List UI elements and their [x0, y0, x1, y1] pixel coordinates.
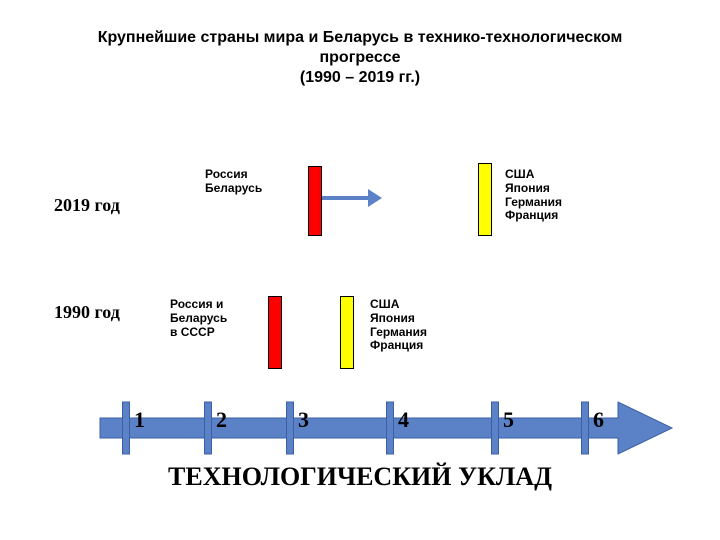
axis-tick-3: 3: [298, 407, 309, 433]
axis-tick-5: 5: [503, 407, 514, 433]
axis-tick-4: 4: [398, 407, 409, 433]
axis-caption: ТЕХНОЛОГИЧЕСКИЙ УКЛАД: [0, 462, 720, 492]
axis-tick-6: 6: [593, 407, 604, 433]
axis-arrow: [0, 0, 720, 540]
axis-tick-2: 2: [216, 407, 227, 433]
axis-tick-1: 1: [134, 407, 145, 433]
slide: Крупнейшие страны мира и Беларусь в техн…: [0, 0, 720, 540]
